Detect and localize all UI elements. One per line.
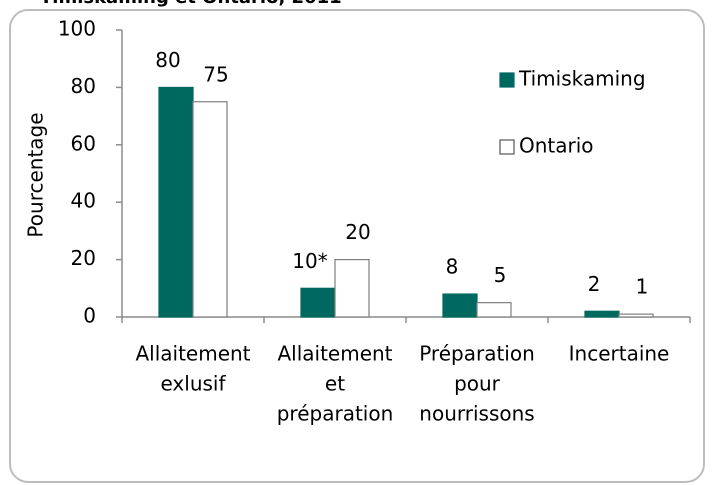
data-label: 5 [494,263,507,287]
bar [618,313,654,318]
data-label: 1 [636,275,649,299]
bar [584,310,620,318]
data-label: 8 [446,255,459,279]
data-label: 2 [588,272,601,296]
y-tick-label: 40 [71,189,96,213]
bar [192,101,228,318]
legend-label: Timiskaming [518,67,646,91]
bar [158,86,194,318]
data-label: 75 [203,62,228,86]
bar [442,293,478,318]
x-tick-label: Préparation [419,342,535,366]
y-tick-label: 20 [71,246,96,270]
x-tick-label: préparation [277,402,394,426]
y-tick-label: 60 [71,131,96,155]
x-tick-label: et [325,372,345,396]
y-tick-label: 100 [58,17,96,41]
x-tick-label: Allaitement [135,342,250,366]
data-label: 10* [292,249,327,273]
legend-swatch [499,72,515,88]
x-tick-label: nourrissons [419,402,534,426]
bar [300,287,336,318]
data-label: 80 [155,48,180,72]
x-tick-label: Incertaine [569,342,670,366]
chart-title: Timiskaming et Ontario, 2011 [40,0,342,8]
y-tick-label: 80 [71,74,96,98]
x-tick-label: exlusif [160,372,226,396]
y-tick-label: 0 [83,304,96,328]
y-axis-label: Pourcentage [24,112,48,237]
x-tick-label: pour [454,372,501,396]
data-label: 20 [345,220,370,244]
bar [476,302,512,318]
legend-label: Ontario [519,134,594,158]
x-tick-label: Allaitement [277,342,392,366]
bar [334,259,370,318]
legend-swatch [499,139,515,155]
